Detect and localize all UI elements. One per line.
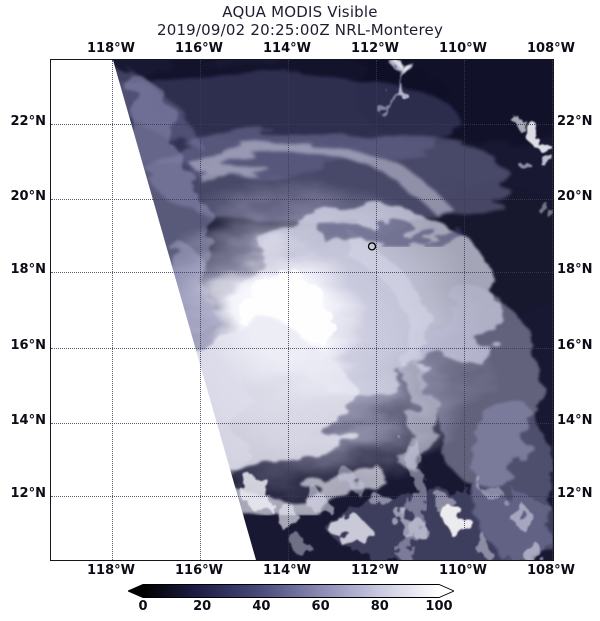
gridline-longitude bbox=[463, 60, 465, 560]
gridline-longitude bbox=[375, 60, 377, 560]
island-outline-marker bbox=[367, 242, 377, 251]
map-plot-area bbox=[50, 59, 554, 561]
gridline-latitude bbox=[51, 272, 553, 273]
gridline-latitude bbox=[51, 124, 553, 125]
colorbar-tick-label: 80 bbox=[370, 599, 389, 614]
no-data-wedge bbox=[51, 60, 256, 560]
gridline-latitude bbox=[51, 348, 553, 349]
lat-tick-label-left: 14°N bbox=[10, 413, 46, 428]
gridline-latitude bbox=[51, 199, 553, 200]
lat-tick-label-left: 22°N bbox=[10, 114, 46, 129]
lat-tick-label-right: 16°N bbox=[557, 338, 593, 353]
colorbar-tick-label: 20 bbox=[193, 599, 212, 614]
lon-tick-label-top: 112°W bbox=[350, 41, 399, 56]
lon-tick-label-bottom: 108°W bbox=[526, 563, 575, 578]
lon-tick-label-bottom: 118°W bbox=[86, 563, 135, 578]
gridline-longitude bbox=[199, 60, 201, 560]
lat-tick-label-left: 16°N bbox=[10, 338, 46, 353]
lon-tick-label-top: 118°W bbox=[86, 41, 135, 56]
scattered-clouds bbox=[221, 472, 541, 560]
gridline-longitude bbox=[111, 60, 113, 560]
lon-tick-label-bottom: 112°W bbox=[350, 563, 399, 578]
figure-subtitle: 2019/09/02 20:25:00Z NRL-Monterey bbox=[156, 21, 444, 39]
lon-tick-label-top: 108°W bbox=[526, 41, 575, 56]
colorbar-gradient bbox=[128, 584, 454, 598]
lat-tick-label-right: 22°N bbox=[557, 114, 593, 129]
colorbar-tick-label: 100 bbox=[425, 599, 453, 614]
lat-tick-label-left: 20°N bbox=[10, 189, 46, 204]
figure-title: AQUA MODIS Visible bbox=[222, 3, 378, 21]
lon-tick-label-bottom: 110°W bbox=[438, 563, 487, 578]
gridline-longitude bbox=[551, 60, 553, 560]
gridline-latitude bbox=[51, 423, 553, 424]
gridline-latitude bbox=[51, 496, 553, 497]
lat-tick-label-right: 20°N bbox=[557, 189, 593, 204]
bright-cloud-blob bbox=[379, 60, 552, 217]
colorbar-tick-label: 60 bbox=[311, 599, 330, 614]
satellite-image bbox=[51, 60, 553, 560]
lon-tick-label-bottom: 114°W bbox=[262, 563, 311, 578]
colorbar-tick-label: 40 bbox=[252, 599, 271, 614]
lon-tick-label-bottom: 116°W bbox=[174, 563, 223, 578]
lat-tick-label-right: 12°N bbox=[557, 486, 593, 501]
lat-tick-label-right: 18°N bbox=[557, 262, 593, 277]
colorbar-tick-label: 0 bbox=[138, 599, 148, 614]
lat-tick-label-left: 12°N bbox=[10, 486, 46, 501]
lon-tick-label-top: 114°W bbox=[262, 41, 311, 56]
lon-tick-label-top: 116°W bbox=[174, 41, 223, 56]
lat-tick-label-left: 18°N bbox=[10, 262, 46, 277]
lon-tick-label-top: 110°W bbox=[438, 41, 487, 56]
hurricane-spiral-arm bbox=[197, 142, 449, 216]
dark-cloud-slot bbox=[319, 215, 454, 245]
gridline-longitude bbox=[287, 60, 289, 560]
lat-tick-label-right: 14°N bbox=[557, 413, 593, 428]
